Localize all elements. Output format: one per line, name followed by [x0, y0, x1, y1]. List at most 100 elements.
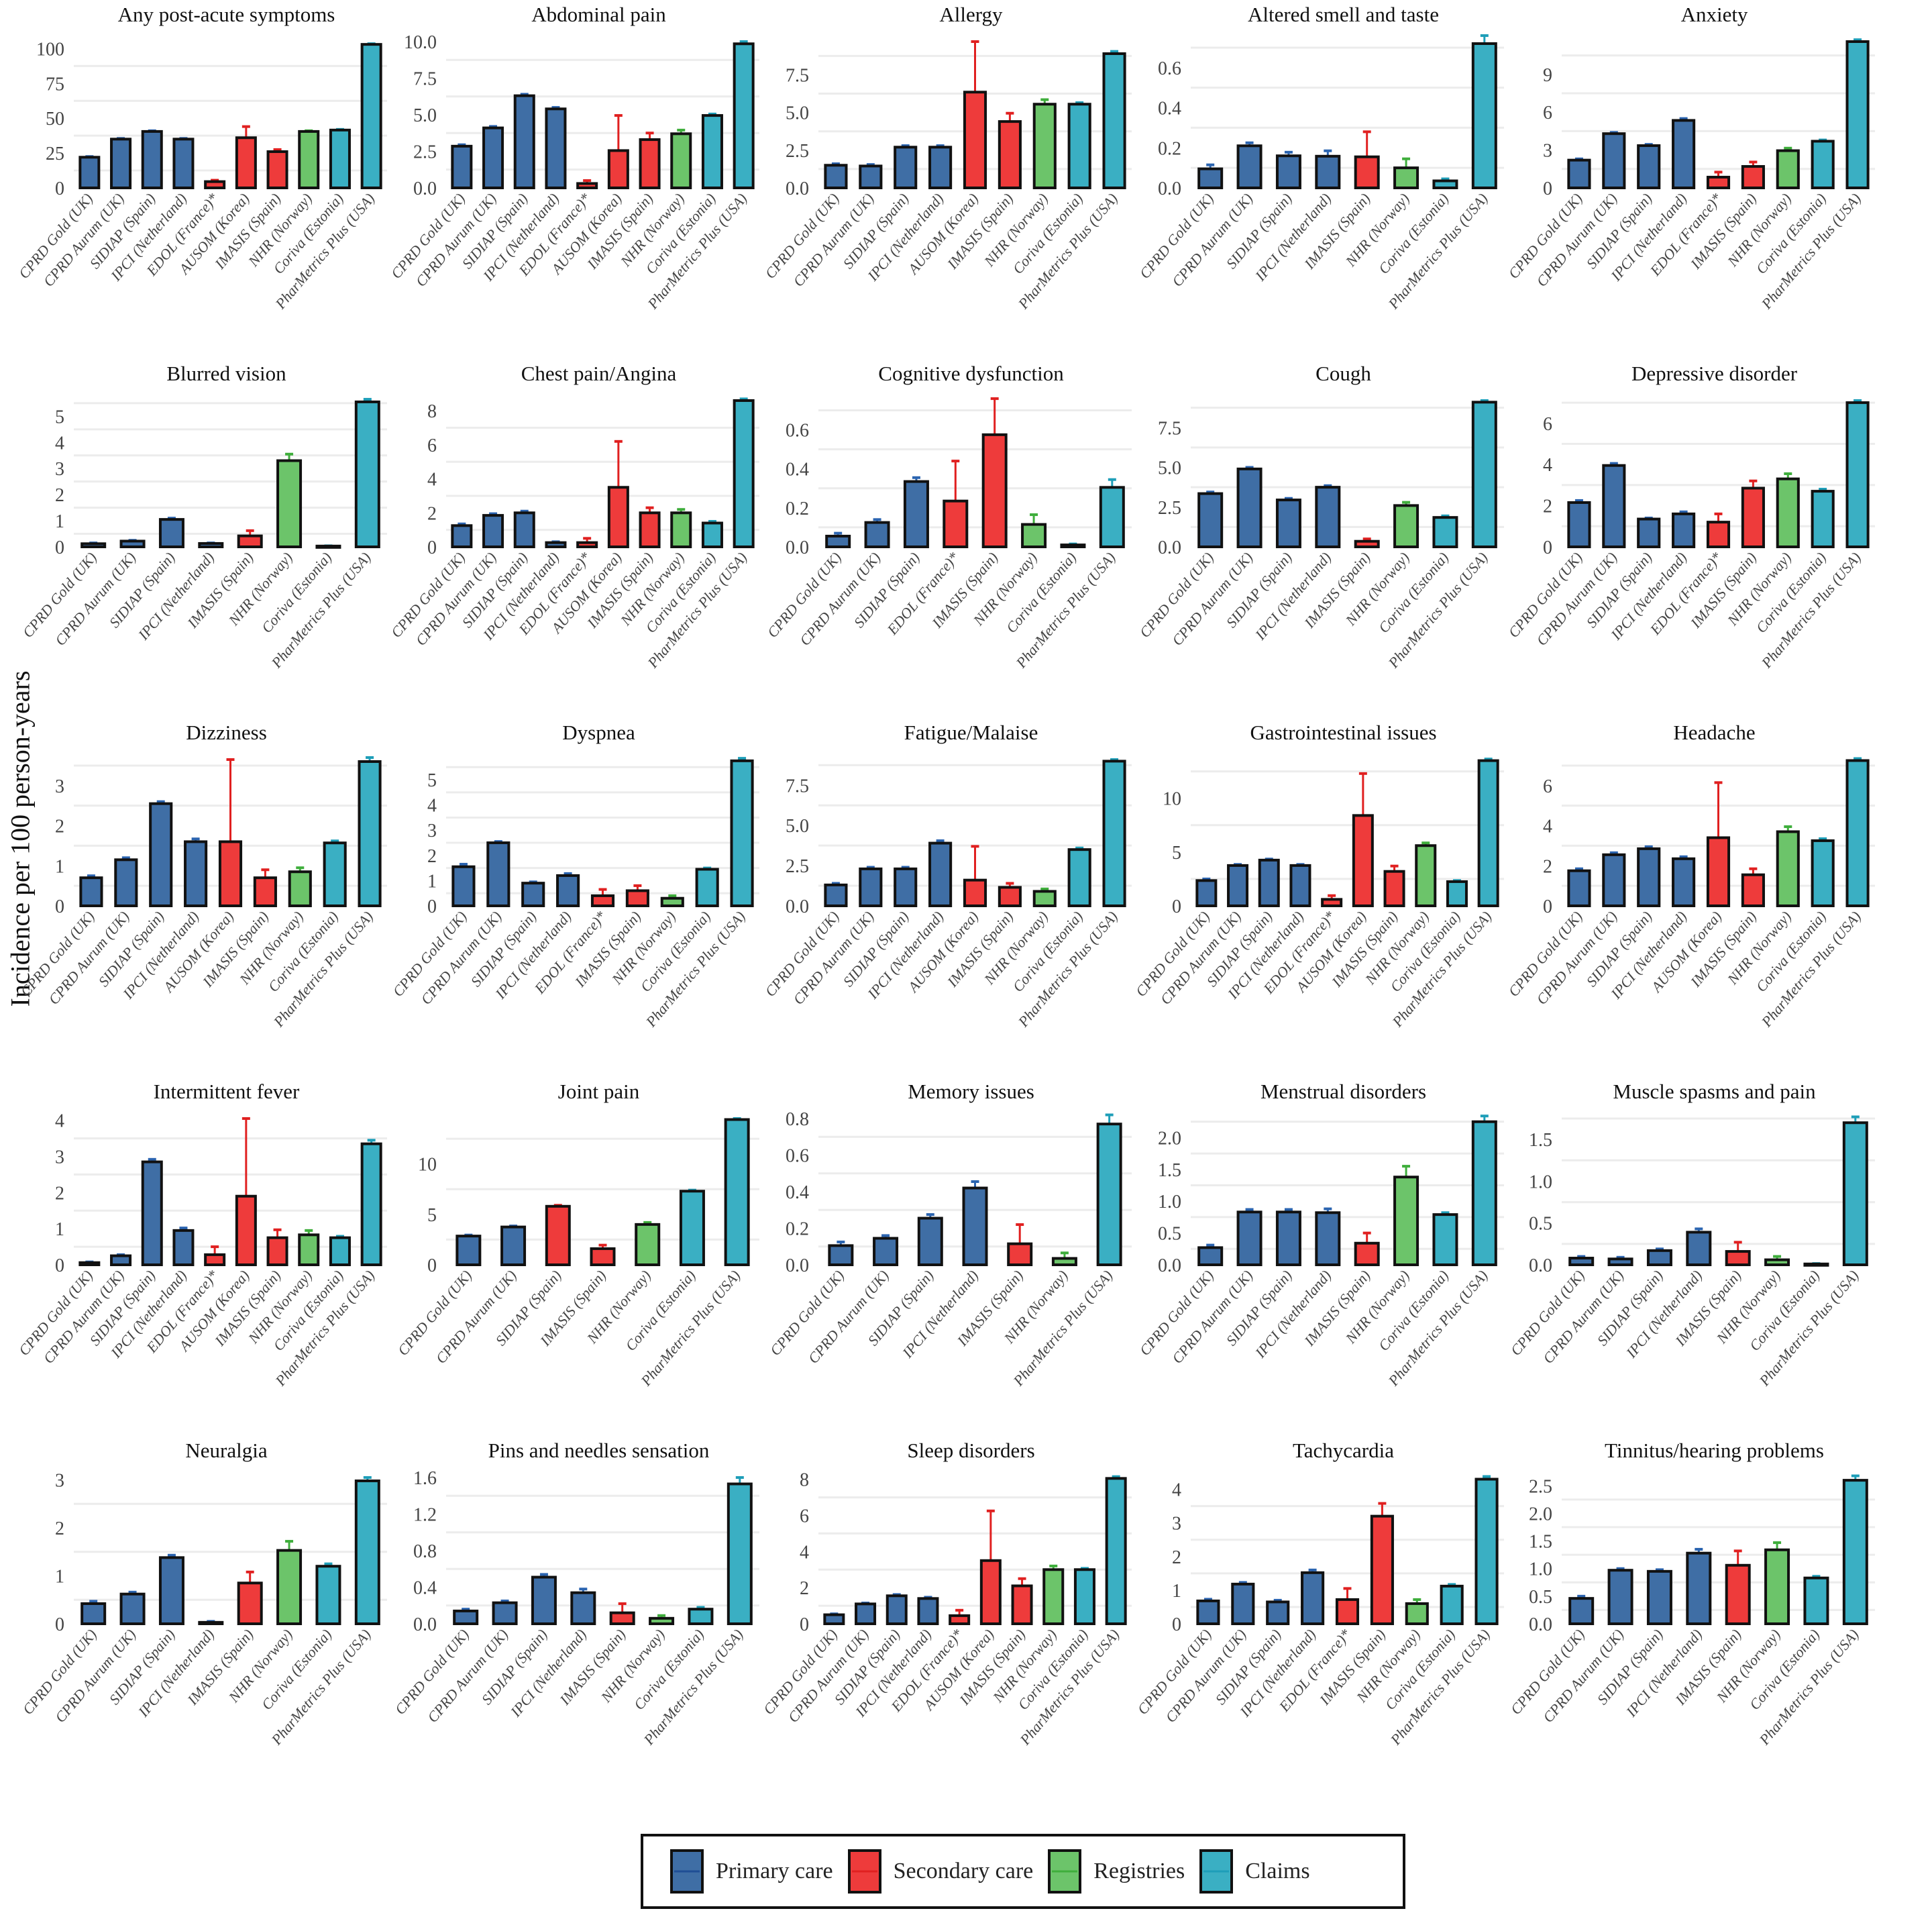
bar	[1432, 1213, 1458, 1266]
bar	[1393, 166, 1419, 190]
bar	[141, 129, 163, 190]
y-tick-label: 0.5	[1529, 1587, 1552, 1608]
bar	[1197, 492, 1224, 548]
x-tick-label: Coriva (Estonia)	[1375, 1267, 1452, 1354]
y-tick-label: 0.0	[1158, 537, 1181, 558]
bar	[1099, 486, 1125, 549]
bar	[824, 883, 848, 908]
bar	[1354, 155, 1380, 189]
bar	[237, 534, 263, 549]
y-tick-label: 7.5	[1158, 418, 1181, 439]
panel-title: Fatigue/Malaise	[904, 721, 1038, 744]
y-tick-label: 1	[1172, 1581, 1181, 1602]
panel-title: Tachycardia	[1293, 1439, 1394, 1462]
legend-item-primary: Primary care	[670, 1849, 833, 1894]
y-tick-label: 3	[427, 821, 437, 841]
bar	[1672, 512, 1696, 548]
panel-title: Memory issues	[908, 1080, 1034, 1103]
y-tick-label: 4	[1543, 455, 1552, 476]
bar	[1471, 42, 1497, 189]
bar	[1275, 1210, 1301, 1267]
y-tick-label: 0.0	[1158, 1255, 1181, 1276]
bar	[1811, 490, 1835, 548]
y-tick-label: 2.5	[1158, 498, 1181, 519]
bar	[998, 120, 1022, 189]
y-tick-label: 0.0	[786, 1255, 809, 1276]
bar	[1258, 858, 1280, 907]
y-tick-label: 0.0	[413, 178, 437, 199]
bar	[1602, 853, 1626, 908]
x-tick-label: Coriva (Estonia)	[1375, 549, 1452, 636]
y-tick-label: 0.6	[786, 1146, 809, 1167]
y-tick-label: 0	[55, 178, 64, 199]
bar	[1686, 1231, 1712, 1266]
panel-title: Cognitive dysfunction	[878, 362, 1064, 385]
bar	[1067, 848, 1091, 907]
bar	[1637, 144, 1661, 190]
bar	[1764, 1258, 1790, 1267]
panel-title: Headache	[1673, 721, 1755, 744]
x-tick-label: Coriva (Estonia)	[631, 1626, 708, 1713]
bar	[649, 1616, 675, 1625]
y-tick-label: 5.0	[786, 103, 809, 124]
y-tick-label: 8	[800, 1470, 809, 1491]
bar	[1646, 1569, 1672, 1626]
bar	[1567, 158, 1591, 189]
bar	[1335, 1598, 1360, 1625]
bar	[963, 878, 987, 907]
bar	[1706, 521, 1731, 548]
bar	[1275, 499, 1301, 549]
y-tick-label: 0.0	[1529, 1614, 1552, 1635]
y-tick-label: 100	[36, 39, 64, 60]
bar	[576, 541, 598, 548]
y-tick-label: 10.0	[404, 32, 437, 53]
y-tick-label: 5	[427, 1205, 437, 1226]
bar	[1315, 486, 1341, 548]
bar	[670, 511, 692, 548]
x-tick-label: Coriva (Estonia)	[258, 1626, 335, 1713]
y-tick-label: 1	[55, 1219, 64, 1240]
bar	[149, 802, 173, 907]
bar	[828, 1244, 854, 1266]
bar	[1842, 1121, 1868, 1266]
bar	[1686, 1551, 1712, 1626]
bar	[315, 544, 341, 549]
y-tick-label: 0	[55, 896, 64, 917]
y-tick-label: 2.5	[1529, 1476, 1552, 1497]
panel-title: Blurred vision	[166, 362, 286, 385]
bar	[894, 146, 918, 189]
y-tick-label: 2.0	[1158, 1128, 1181, 1149]
y-tick-label: 5.0	[786, 816, 809, 837]
bar	[727, 1482, 753, 1626]
y-tick-label: 2	[427, 503, 437, 524]
bar	[1393, 504, 1419, 548]
bar	[158, 1556, 184, 1626]
bar	[825, 535, 851, 548]
x-tick-label: Coriva (Estonia)	[1375, 190, 1452, 277]
x-tick-label: Coriva (Estonia)	[1746, 1626, 1823, 1713]
panel-title: Abdominal pain	[531, 3, 666, 26]
bar	[360, 1142, 382, 1266]
bar	[354, 400, 380, 548]
bar	[531, 1575, 557, 1625]
bar	[1197, 1246, 1224, 1266]
bar	[1672, 119, 1696, 189]
bar	[1741, 873, 1765, 907]
y-tick-label: 1.5	[1158, 1160, 1181, 1181]
bar	[1060, 543, 1086, 548]
panel-title: Joint pain	[558, 1080, 640, 1103]
legend-swatch-registries	[1048, 1849, 1082, 1894]
panel-title: Allergy	[939, 3, 1003, 26]
bar	[1415, 844, 1437, 908]
bar	[962, 1186, 988, 1267]
panel-tinnitus-hearing-problems: Tinnitus/hearing problems 0.0 0.5 1.0 1.5 2.0…	[1507, 1439, 1875, 1749]
bar	[198, 541, 224, 548]
bar	[1568, 1257, 1595, 1267]
bar	[1446, 880, 1468, 908]
legend-label-claims: Claims	[1245, 1859, 1310, 1883]
